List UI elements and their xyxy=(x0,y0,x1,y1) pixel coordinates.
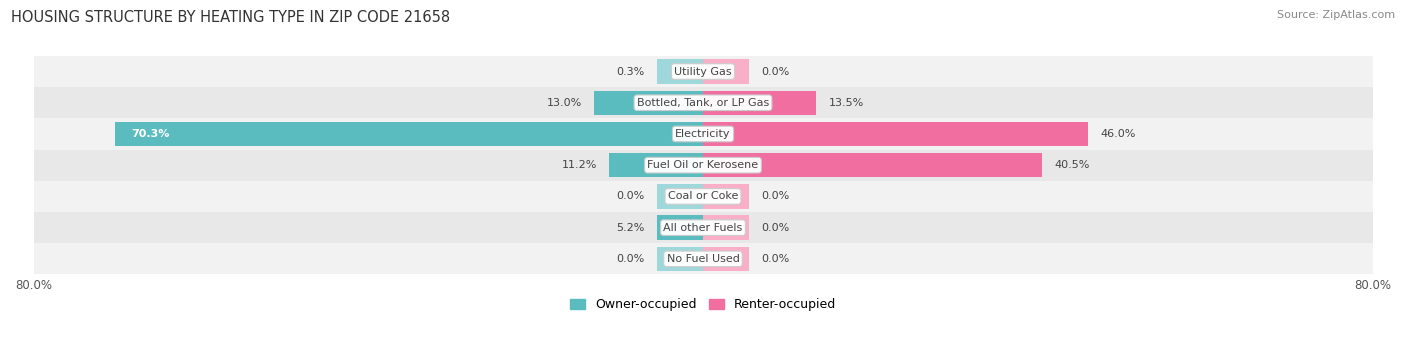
Text: 0.0%: 0.0% xyxy=(762,191,790,202)
Text: 40.5%: 40.5% xyxy=(1054,160,1090,170)
Text: 0.0%: 0.0% xyxy=(762,66,790,76)
Bar xyxy=(703,216,749,240)
Bar xyxy=(703,122,1088,146)
Text: 0.0%: 0.0% xyxy=(616,191,644,202)
Text: Utility Gas: Utility Gas xyxy=(675,66,731,76)
Bar xyxy=(703,247,749,271)
Text: 13.0%: 13.0% xyxy=(547,98,582,108)
Text: 13.5%: 13.5% xyxy=(828,98,863,108)
Bar xyxy=(34,212,1372,243)
Bar xyxy=(34,87,1372,118)
Text: Bottled, Tank, or LP Gas: Bottled, Tank, or LP Gas xyxy=(637,98,769,108)
Text: 0.0%: 0.0% xyxy=(762,223,790,233)
Bar xyxy=(657,247,703,271)
Text: Coal or Coke: Coal or Coke xyxy=(668,191,738,202)
Bar xyxy=(34,150,1372,181)
Text: Fuel Oil or Kerosene: Fuel Oil or Kerosene xyxy=(647,160,759,170)
Text: Source: ZipAtlas.com: Source: ZipAtlas.com xyxy=(1277,10,1395,20)
Text: 70.3%: 70.3% xyxy=(131,129,170,139)
Legend: Owner-occupied, Renter-occupied: Owner-occupied, Renter-occupied xyxy=(565,293,841,316)
Bar xyxy=(34,118,1372,150)
Text: All other Fuels: All other Fuels xyxy=(664,223,742,233)
Text: Electricity: Electricity xyxy=(675,129,731,139)
Text: 0.0%: 0.0% xyxy=(762,254,790,264)
Bar xyxy=(703,91,815,115)
Bar xyxy=(595,91,703,115)
Bar xyxy=(34,181,1372,212)
Text: 0.0%: 0.0% xyxy=(616,254,644,264)
Bar xyxy=(657,216,703,240)
Text: No Fuel Used: No Fuel Used xyxy=(666,254,740,264)
Text: 11.2%: 11.2% xyxy=(561,160,596,170)
Text: 5.2%: 5.2% xyxy=(616,223,644,233)
Bar xyxy=(34,56,1372,87)
Bar xyxy=(34,243,1372,275)
Text: HOUSING STRUCTURE BY HEATING TYPE IN ZIP CODE 21658: HOUSING STRUCTURE BY HEATING TYPE IN ZIP… xyxy=(11,10,450,25)
Bar xyxy=(657,184,703,209)
Bar xyxy=(703,153,1042,177)
Bar xyxy=(115,122,703,146)
Text: 0.3%: 0.3% xyxy=(616,66,644,76)
Bar xyxy=(703,59,749,84)
Bar xyxy=(703,184,749,209)
Bar xyxy=(657,59,703,84)
Bar xyxy=(609,153,703,177)
Text: 46.0%: 46.0% xyxy=(1101,129,1136,139)
